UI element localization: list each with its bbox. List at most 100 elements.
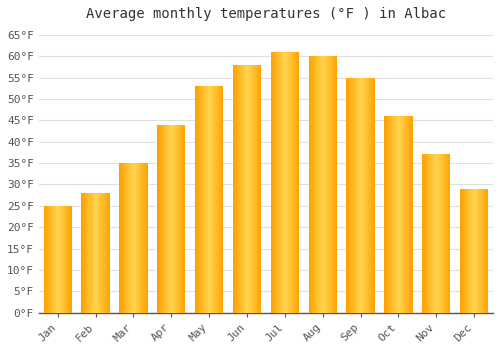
Bar: [476, 189, 477, 313]
Bar: [87, 193, 88, 313]
Bar: [62, 206, 64, 313]
Bar: [442, 154, 444, 313]
Bar: [248, 65, 249, 313]
Bar: [126, 163, 127, 313]
Bar: [449, 154, 450, 313]
Bar: [84, 193, 85, 313]
Bar: [197, 86, 198, 313]
Bar: [439, 154, 440, 313]
Bar: [246, 65, 247, 313]
Bar: [320, 56, 322, 313]
Bar: [444, 154, 445, 313]
Bar: [208, 86, 209, 313]
Bar: [275, 52, 276, 313]
Bar: [141, 163, 142, 313]
Bar: [82, 193, 83, 313]
Bar: [259, 65, 260, 313]
Bar: [181, 125, 182, 313]
Bar: [367, 78, 368, 313]
Bar: [209, 86, 210, 313]
Bar: [428, 154, 429, 313]
Bar: [437, 154, 438, 313]
Bar: [448, 154, 449, 313]
Bar: [289, 52, 290, 313]
Bar: [467, 189, 468, 313]
Bar: [198, 86, 199, 313]
Bar: [216, 86, 217, 313]
Bar: [441, 154, 442, 313]
Bar: [282, 52, 284, 313]
Bar: [346, 78, 347, 313]
Bar: [65, 206, 66, 313]
Bar: [179, 125, 180, 313]
Title: Average monthly temperatures (°F ) in Albac: Average monthly temperatures (°F ) in Al…: [86, 7, 446, 21]
Bar: [98, 193, 99, 313]
Bar: [109, 193, 110, 313]
Bar: [349, 78, 350, 313]
Bar: [356, 78, 357, 313]
Bar: [292, 52, 294, 313]
Bar: [174, 125, 175, 313]
Bar: [316, 56, 317, 313]
Bar: [217, 86, 218, 313]
Bar: [294, 52, 295, 313]
Bar: [56, 206, 57, 313]
Bar: [94, 193, 95, 313]
Bar: [360, 78, 362, 313]
Bar: [270, 52, 272, 313]
Bar: [249, 65, 250, 313]
Bar: [388, 116, 389, 313]
Bar: [352, 78, 353, 313]
Bar: [240, 65, 242, 313]
Bar: [280, 52, 281, 313]
Bar: [57, 206, 58, 313]
Bar: [460, 189, 462, 313]
Bar: [475, 189, 476, 313]
Bar: [254, 65, 255, 313]
Bar: [374, 78, 375, 313]
Bar: [470, 189, 472, 313]
Bar: [89, 193, 90, 313]
Bar: [396, 116, 397, 313]
Bar: [247, 65, 248, 313]
Bar: [85, 193, 86, 313]
Bar: [402, 116, 404, 313]
Bar: [405, 116, 406, 313]
Bar: [123, 163, 124, 313]
Bar: [404, 116, 405, 313]
Bar: [52, 206, 53, 313]
Bar: [469, 189, 470, 313]
Bar: [48, 206, 49, 313]
Bar: [122, 163, 123, 313]
Bar: [219, 86, 220, 313]
Bar: [255, 65, 256, 313]
Bar: [132, 163, 134, 313]
Bar: [260, 65, 261, 313]
Bar: [95, 193, 96, 313]
Bar: [474, 189, 475, 313]
Bar: [235, 65, 236, 313]
Bar: [481, 189, 482, 313]
Bar: [328, 56, 329, 313]
Bar: [278, 52, 279, 313]
Bar: [400, 116, 402, 313]
Bar: [67, 206, 68, 313]
Bar: [276, 52, 277, 313]
Bar: [258, 65, 259, 313]
Bar: [424, 154, 425, 313]
Bar: [71, 206, 72, 313]
Bar: [326, 56, 327, 313]
Bar: [432, 154, 434, 313]
Bar: [355, 78, 356, 313]
Bar: [364, 78, 365, 313]
Bar: [287, 52, 288, 313]
Bar: [395, 116, 396, 313]
Bar: [237, 65, 238, 313]
Bar: [291, 52, 292, 313]
Bar: [314, 56, 315, 313]
Bar: [64, 206, 65, 313]
Bar: [164, 125, 165, 313]
Bar: [88, 193, 89, 313]
Bar: [334, 56, 335, 313]
Bar: [397, 116, 398, 313]
